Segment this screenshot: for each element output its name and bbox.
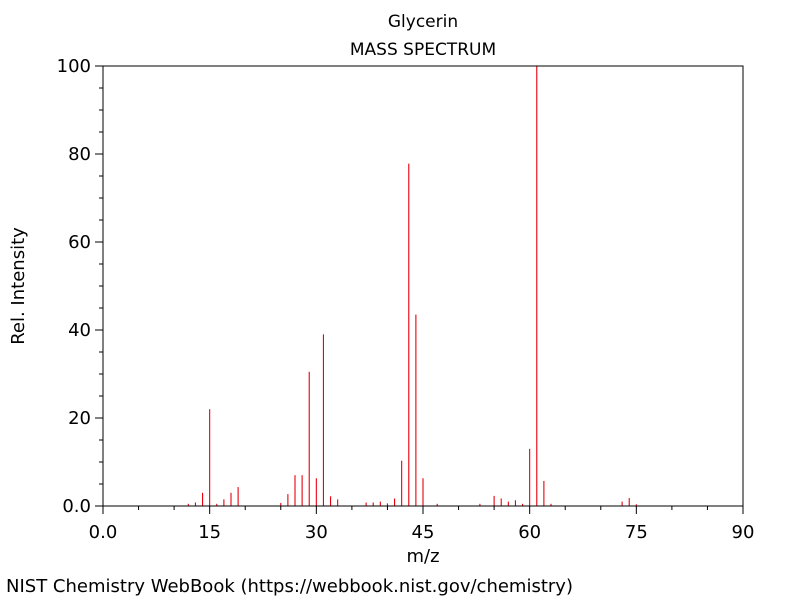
peak-lines — [187, 66, 637, 506]
y-tick-label: 100 — [57, 56, 91, 77]
y-minor-ticks — [99, 87, 103, 485]
x-tick-label: 30 — [305, 522, 328, 543]
chart-subtitle: MASS SPECTRUM — [350, 40, 496, 60]
y-tick-label: 60 — [68, 232, 91, 253]
chart-title: Glycerin — [388, 12, 458, 32]
x-axis-label: m/z — [406, 546, 439, 567]
x-major-ticks — [102, 506, 744, 514]
y-tick-labels: 0.0 20 40 60 80 100 — [57, 56, 91, 517]
plot-frame — [102, 65, 744, 507]
x-minor-ticks — [138, 506, 708, 510]
x-tick-labels: 0.0 15 30 45 60 75 90 — [89, 522, 755, 543]
x-tick-label: 60 — [518, 522, 541, 543]
y-major-ticks — [95, 65, 103, 507]
y-axis-label: Rel. Intensity — [8, 227, 29, 345]
y-tick-label: 0.0 — [62, 496, 91, 517]
y-tick-label: 40 — [68, 320, 91, 341]
y-tick-label: 80 — [68, 144, 91, 165]
x-tick-label: 75 — [625, 522, 648, 543]
x-tick-label: 90 — [732, 522, 755, 543]
x-tick-label: 0.0 — [89, 522, 118, 543]
y-tick-label: 20 — [68, 408, 91, 429]
x-tick-label: 15 — [198, 522, 221, 543]
x-tick-label: 45 — [412, 522, 435, 543]
source-attribution: NIST Chemistry WebBook (https://webbook.… — [6, 576, 573, 597]
